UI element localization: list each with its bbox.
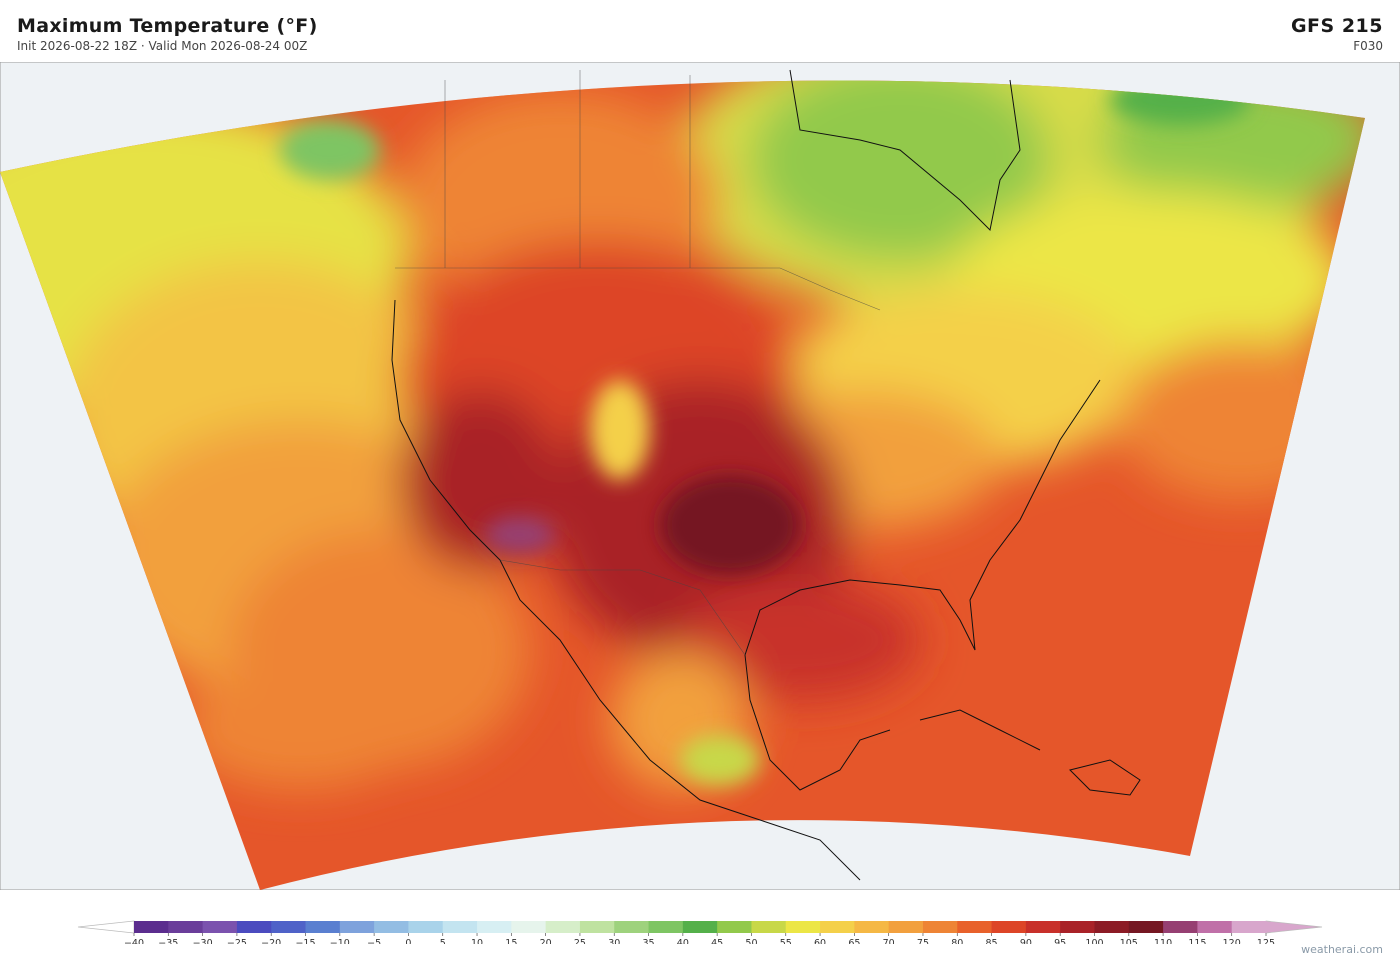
colorbar-bin [579,921,615,933]
colorbar-tick-label: 20 [540,938,552,944]
colorbar-tick-label: 15 [505,938,517,944]
colorbar-bin [991,921,1027,933]
colorbar-bin [1128,921,1164,933]
colorbar-bin [134,921,169,933]
colorbar-bin [785,921,821,933]
colorbar-bin [1231,921,1267,933]
colorbar-tick-label: 10 [471,938,483,944]
colorbar-bin [922,921,958,933]
colorbar-bin [545,921,581,933]
colorbar-under [77,920,135,934]
colorbar-tick-label: −35 [158,938,178,944]
colorbar-tick-label: 70 [883,938,895,944]
credit: weatherai.com [1301,943,1383,956]
colorbar-bin [236,921,272,933]
colorbar-bin [408,921,444,933]
colorbar-tick-label: 5 [440,938,446,944]
colorbar-tick-label: −15 [295,938,315,944]
colorbar-tick-label: −10 [330,938,350,944]
colorbar-bin [648,921,684,933]
colorbar-bin [820,921,855,933]
colorbar-tick-label: 0 [405,938,411,944]
colorbar-bin [717,921,752,933]
colorbar-bin [305,921,341,933]
colorbar-bin [271,921,307,933]
colorbar-tick-label: 80 [951,938,963,944]
colorbar-tick-label: 100 [1085,938,1103,944]
colorbar-tick-label: 125 [1257,938,1275,944]
colorbar-bin [682,921,718,933]
colorbar-tick-label: −40 [124,938,144,944]
colorbar-tick-label: 50 [745,938,757,944]
colorbar-bin [339,921,375,933]
colorbar-bin [168,921,204,933]
colorbar-bin [1197,921,1233,933]
model: GFS 215 [1290,15,1383,37]
colorbar-tick-label: 90 [1020,938,1032,944]
colorbar: −40 −35 −30 −25 −20 −15 −10 −5 0 5 10 15 20 25 30 35 40 4… [77,920,1323,944]
colorbar-tick-label: −20 [261,938,281,944]
colorbar-tick-label: 40 [677,938,689,944]
borders [395,70,881,656]
colorbar-tick-label: 115 [1188,938,1206,944]
map [0,62,1400,890]
colorbar-over [1265,920,1323,934]
colorbar-tick-label: 30 [608,938,620,944]
colorbar-bin [614,921,650,933]
coastlines [391,69,1141,881]
title: Maximum Temperature (°F) [17,15,318,37]
colorbar-tick-label: 55 [780,938,792,944]
colorbar-bin [477,921,512,933]
colorbar-tick-label: 65 [848,938,860,944]
colorbar-tick-label: −5 [367,938,381,944]
colorbar-tick-label: 25 [574,938,586,944]
colorbar-tick-label: 110 [1154,938,1172,944]
colorbar-bin [957,921,993,933]
colorbar-tick-label: −30 [193,938,213,944]
colorbar-bin [374,921,409,933]
colorbar-tick-label: 120 [1223,938,1241,944]
colorbar-bin [442,921,478,933]
colorbar-bin [1163,921,1198,933]
colorbar-tick-label: 95 [1054,938,1066,944]
colorbar-bin [751,921,787,933]
colorbar-bin [202,921,238,933]
colorbar-bin [1025,921,1061,933]
colorbar-bin [1060,921,1095,933]
subtitle: Init 2026-08-22 18Z · Valid Mon 2026-08-… [17,39,308,53]
colorbar-tick-label: 45 [711,938,723,944]
colorbar-bin [1094,921,1130,933]
colorbar-bin [854,921,890,933]
colorbar-tick-label: 85 [986,938,998,944]
colorbar-tick-label: −25 [227,938,247,944]
colorbar-bin [511,921,547,933]
colorbar-tick-label: 105 [1120,938,1138,944]
temperature-field [0,80,1365,890]
forecast-hour: F030 [1353,39,1383,53]
colorbar-tick-label: 75 [917,938,929,944]
colorbar-tick-label: 35 [642,938,654,944]
colorbar-bin [888,921,924,933]
colorbar-tick-label: 60 [814,938,826,944]
